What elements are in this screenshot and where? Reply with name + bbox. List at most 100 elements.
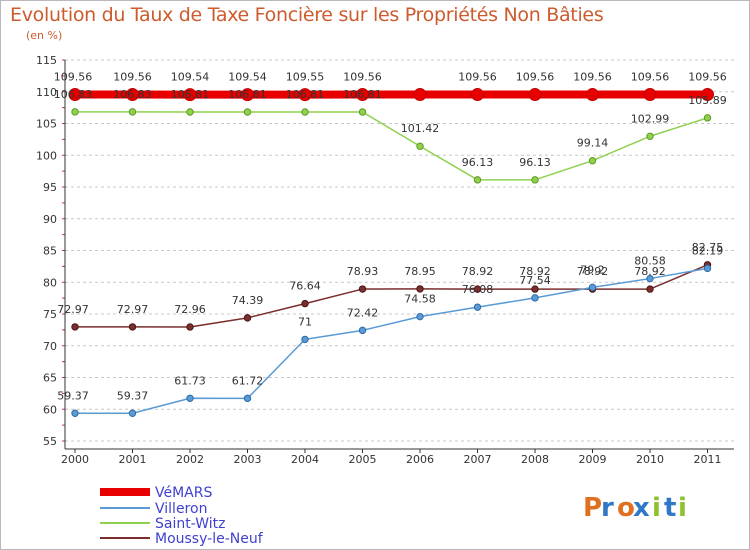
- grid: 55 60 65 70 75 80 85 90 95 100 105 110 115: [36, 54, 734, 448]
- data-label: 96.13: [462, 156, 494, 169]
- data-label: 78.92: [577, 265, 609, 278]
- data-label: 71: [298, 315, 312, 328]
- data-label: 80.58: [634, 255, 666, 268]
- data-label: 109.54: [171, 71, 210, 84]
- x-tick-label: 2007: [464, 453, 492, 466]
- data-point: [586, 88, 599, 102]
- data-label: 109.55: [286, 71, 325, 84]
- data-point: [531, 176, 539, 184]
- data-point: [68, 88, 82, 102]
- data-label: 109.56: [516, 71, 555, 84]
- data-label: 109.56: [54, 71, 93, 84]
- data-label: 82.19: [692, 244, 724, 257]
- data-label: 106.83: [113, 88, 152, 101]
- data-point: [416, 285, 424, 293]
- data-point: [356, 88, 369, 102]
- data-label: 76.64: [289, 280, 321, 293]
- data-point: [528, 88, 542, 102]
- logo-letter: t: [664, 493, 676, 523]
- x-tick-label: 2008: [521, 453, 549, 466]
- data-label: 61.72: [232, 374, 264, 387]
- y-tick-label: 105: [36, 118, 57, 131]
- x-tick-label: 2000: [61, 453, 89, 466]
- series-saint-witz: [71, 108, 712, 184]
- data-point: [71, 108, 79, 116]
- x-tick-label: 2002: [176, 453, 204, 466]
- data-point: [71, 323, 79, 331]
- data-label: 59.37: [117, 389, 149, 402]
- series-line: [75, 267, 708, 415]
- data-label: 78.93: [347, 265, 379, 278]
- data-label: 59.37: [57, 389, 89, 402]
- proxiti-logo: Pr ox i t i: [583, 493, 687, 523]
- logo-letter: o: [617, 493, 635, 523]
- data-point: [298, 88, 312, 102]
- series-line: [75, 264, 708, 328]
- data-label: 106.81: [228, 88, 267, 101]
- data-point: [71, 409, 79, 417]
- legend-label: Saint-Witz: [155, 516, 225, 532]
- y-tick-label: 70: [43, 340, 57, 353]
- y-tick-label: 100: [36, 149, 57, 162]
- data-point: [186, 394, 194, 402]
- data-point: [301, 335, 309, 344]
- data-point: [643, 88, 657, 102]
- data-point: [126, 88, 139, 102]
- x-tick-label: 2006: [406, 453, 434, 466]
- data-label: 105.89: [688, 94, 727, 107]
- data-point: [646, 132, 654, 140]
- data-point: [531, 294, 539, 302]
- series-v-mars: [68, 88, 714, 102]
- series-moussy-le-neuf: [71, 261, 712, 331]
- legend-label: Villeron: [155, 501, 207, 517]
- data-label: 76.08: [462, 283, 494, 296]
- series-line: [75, 111, 708, 181]
- data-label: 61.73: [174, 374, 206, 387]
- y-tick-label: 80: [43, 276, 57, 289]
- logo-letter: x: [633, 493, 650, 523]
- data-point: [473, 176, 482, 184]
- data-label: 106.81: [343, 88, 382, 101]
- data-point: [241, 88, 254, 102]
- data-label: 74.39: [232, 294, 264, 307]
- data-point: [588, 157, 597, 165]
- x-tick-label: 2004: [291, 453, 319, 466]
- data-label: 101.42: [401, 122, 440, 135]
- data-point: [186, 108, 194, 116]
- data-label: 78.92: [462, 265, 494, 278]
- x-tick-label: 2003: [234, 453, 262, 466]
- data-label: 77.54: [519, 274, 551, 287]
- data-point: [416, 142, 424, 150]
- y-tick-label: 110: [36, 86, 57, 99]
- data-point: [646, 285, 654, 293]
- data-label: 74.58: [404, 293, 436, 306]
- y-tick-label: 85: [43, 245, 57, 258]
- data-point: [358, 285, 367, 293]
- data-point: [128, 108, 137, 116]
- data-label: 78.95: [404, 265, 436, 278]
- data-label: 109.56: [113, 71, 152, 84]
- data-label: 78.92: [519, 265, 551, 278]
- data-label: 78.92: [634, 265, 666, 278]
- data-label: 99.14: [577, 137, 609, 150]
- data-point: [588, 283, 597, 292]
- legend-label: Moussy-le-Neuf: [155, 531, 264, 547]
- y-tick-label: 55: [43, 435, 57, 448]
- data-point: [301, 299, 309, 308]
- data-point: [186, 323, 194, 331]
- data-label: 109.56: [458, 71, 497, 84]
- data-label: 82.75: [692, 241, 724, 254]
- data-point: [531, 285, 539, 293]
- data-point: [243, 394, 252, 403]
- data-point: [358, 326, 367, 335]
- logo-letter: P: [583, 493, 602, 523]
- data-label: 96.13: [519, 156, 551, 169]
- data-point: [701, 88, 714, 102]
- data-label: 79.2: [580, 263, 605, 276]
- logo-letter: r: [601, 493, 614, 523]
- x-tick-label: 2001: [119, 453, 147, 466]
- data-label: 106.81: [171, 88, 210, 101]
- data-point: [416, 312, 424, 321]
- data-point: [128, 409, 137, 417]
